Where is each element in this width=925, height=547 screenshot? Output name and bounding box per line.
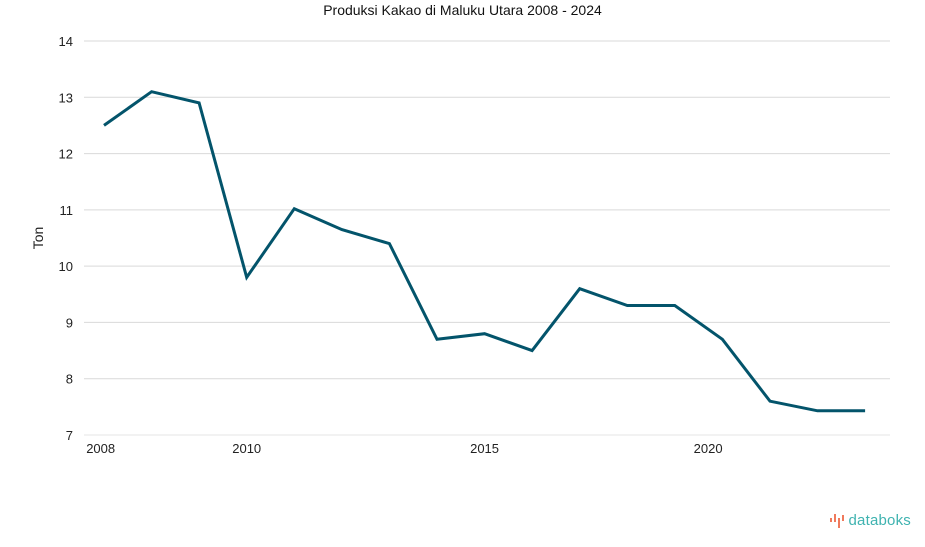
series-lines	[100, 88, 869, 415]
data-point[interactable]	[528, 347, 536, 355]
databoks-logo-icon	[829, 513, 844, 528]
gridlines	[84, 40, 890, 436]
x-tick-label: 2020	[694, 441, 723, 456]
data-point[interactable]	[766, 397, 774, 405]
y-tick-label: 14	[59, 34, 73, 49]
y-tick-label: 7	[66, 428, 73, 443]
y-tick-label: 12	[59, 147, 73, 162]
brand-name: databoks	[848, 512, 911, 529]
data-point[interactable]	[338, 226, 346, 234]
y-tick-label: 13	[59, 90, 73, 105]
data-point[interactable]	[861, 407, 869, 415]
y-axis-label: Ton	[30, 227, 46, 250]
x-tick-label: 2008	[86, 441, 115, 456]
y-tick-label: 11	[60, 203, 74, 218]
series-line	[103, 90, 866, 413]
x-tick-label: 2015	[470, 441, 499, 456]
y-tick-label: 8	[66, 372, 73, 387]
data-point[interactable]	[671, 302, 679, 310]
chart-title: Produksi Kakao di Maluku Utara 2008 - 20…	[323, 2, 602, 18]
data-point[interactable]	[243, 273, 251, 281]
data-point[interactable]	[433, 335, 441, 343]
data-point[interactable]	[148, 88, 156, 96]
databoks-brand: databoks	[829, 512, 911, 529]
data-point[interactable]	[623, 302, 631, 310]
data-point[interactable]	[576, 285, 584, 293]
data-point[interactable]	[814, 407, 822, 415]
data-point[interactable]	[100, 121, 108, 129]
y-tick-label: 9	[66, 315, 73, 330]
x-tick-label: 2010	[232, 441, 261, 456]
y-axis-ticks: 7 8 9 10 11 12 13 14	[59, 34, 73, 443]
data-point[interactable]	[290, 205, 298, 213]
data-point[interactable]	[481, 330, 489, 338]
data-point[interactable]	[385, 240, 393, 248]
x-axis-ticks: 2008 2010 2015 2020	[86, 441, 722, 456]
data-point[interactable]	[195, 99, 203, 107]
data-point[interactable]	[718, 335, 726, 343]
y-tick-label: 10	[59, 259, 73, 274]
